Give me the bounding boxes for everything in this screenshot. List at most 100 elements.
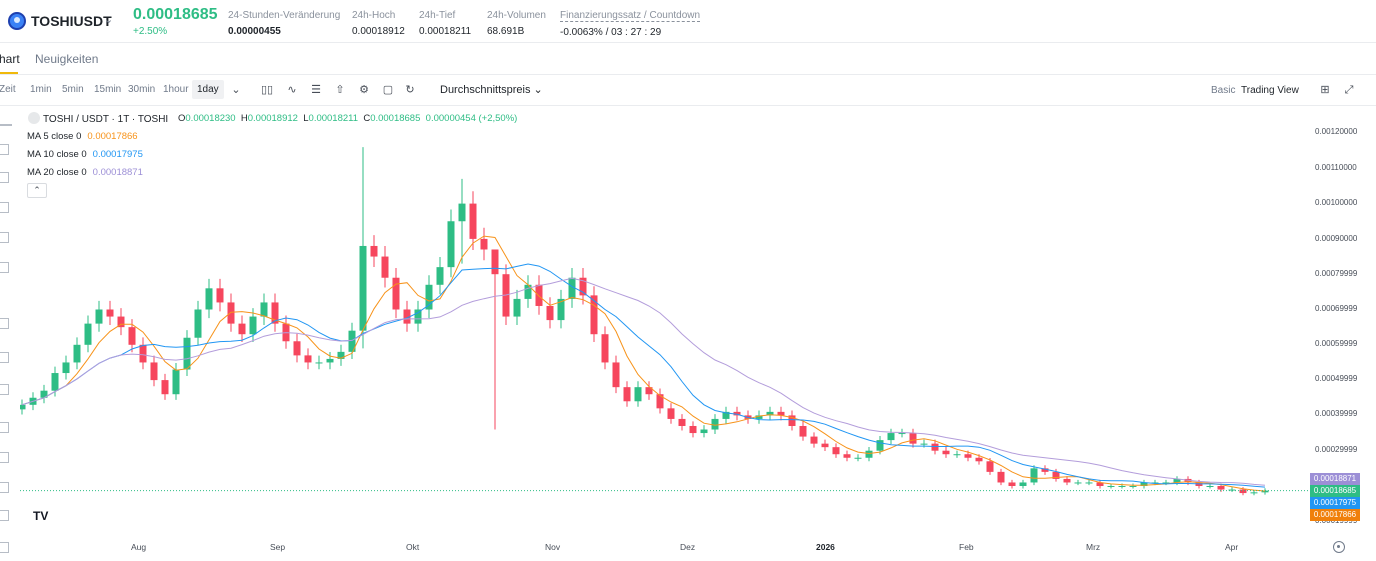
magnet-tool-icon[interactable]	[0, 422, 9, 433]
timeframe-1day[interactable]: 1day	[192, 80, 224, 99]
timeframe-30min[interactable]: 30min	[128, 84, 156, 95]
layers-tool-icon[interactable]	[0, 542, 9, 553]
text-tool-icon[interactable]	[0, 262, 9, 273]
eye-tool-icon[interactable]	[0, 482, 9, 493]
last-price: 0.00018685	[133, 6, 218, 23]
ma20-legend[interactable]: MA 20 close 0 0.00018871	[27, 167, 143, 178]
indicator-icon[interactable]: ∿	[287, 84, 297, 96]
price-change-percent: +2.50%	[133, 26, 168, 37]
ma10-legend[interactable]: MA 10 close 0 0.00017975	[27, 149, 143, 160]
ticker-bar: TOSHIUSDT ⌄ 0.00018685 +2.50% 24-Stunden…	[0, 0, 1376, 43]
candle-body	[931, 443, 939, 451]
timeframe-5min[interactable]: 5min	[62, 84, 84, 95]
candle-body	[645, 387, 653, 395]
view-basic-button[interactable]: Basic	[1211, 85, 1236, 96]
candle-body	[326, 358, 334, 363]
candle-body	[150, 362, 158, 381]
view-tradingview-button[interactable]: Trading View	[1241, 85, 1299, 96]
price-tick: 0.00039999	[1315, 409, 1358, 418]
fib-tool-icon[interactable]	[0, 172, 9, 183]
candle-body	[766, 411, 774, 416]
candle-body	[546, 305, 554, 321]
timeframe-15min[interactable]: 15min	[94, 84, 122, 95]
candle-body	[722, 411, 730, 419]
candle-body	[227, 302, 235, 324]
drawing-toolbar	[0, 106, 20, 561]
candle-body	[832, 447, 840, 455]
expand-icon[interactable]: ⤢	[1344, 84, 1354, 96]
price-tick: 0.00059999	[1315, 339, 1358, 348]
pattern-tool-icon[interactable]	[0, 202, 9, 213]
candle-body	[403, 309, 411, 324]
candle-body	[1074, 482, 1082, 484]
lock-tool-icon[interactable]	[0, 452, 9, 463]
tabs-row: hart Neuigkeiten	[0, 43, 1376, 75]
candle-body	[337, 351, 345, 359]
chevron-down-icon[interactable]: ⌄	[104, 14, 114, 26]
candle-body	[436, 267, 444, 285]
candle-body	[491, 249, 499, 275]
brush-tool-icon[interactable]	[0, 232, 9, 243]
legend-collapse-button[interactable]: ⌃	[27, 183, 47, 198]
candle-body	[898, 433, 906, 435]
symbol-name[interactable]: TOSHIUSDT	[31, 13, 112, 29]
candle-body	[194, 309, 202, 338]
trendline-tool-icon[interactable]	[0, 144, 9, 155]
candle-body	[887, 433, 895, 441]
tab-chart[interactable]: hart	[0, 52, 20, 66]
candlestick-chart[interactable]	[20, 106, 1310, 530]
share-icon[interactable]: ⇧	[335, 84, 345, 96]
fullscreen-box-icon[interactable]: ▢	[382, 84, 394, 96]
time-tick: Nov	[545, 542, 561, 552]
timeframe-1hour[interactable]: 1hour	[163, 84, 189, 95]
tab-news[interactable]: Neuigkeiten	[35, 52, 99, 66]
chart-settings-icon[interactable]	[1333, 541, 1345, 553]
candle-body	[249, 316, 257, 335]
pencil-tool-icon[interactable]	[0, 352, 9, 363]
active-tab-indicator	[0, 72, 18, 74]
layout-grid-icon[interactable]: ⊞	[1320, 84, 1330, 96]
candle-body	[73, 344, 81, 363]
toshi-coin-icon	[8, 12, 26, 30]
candle-body	[1151, 482, 1159, 484]
candle-body	[865, 450, 873, 458]
stat-funding-rate[interactable]: Finanzierungssatz / Countdown -0.0063% /…	[560, 10, 701, 38]
chevron-down-icon[interactable]: ⌄	[231, 84, 241, 96]
candle-body	[1173, 478, 1181, 483]
menu-icon[interactable]: ☰	[311, 84, 321, 96]
ma10-price-badge: 0.00017975	[1310, 497, 1360, 509]
gear-icon[interactable]: ⚙	[359, 84, 369, 96]
refresh-icon[interactable]: ↻	[405, 84, 415, 96]
price-type-select[interactable]: Durchschnittspreis ⌄	[440, 84, 543, 96]
ma20-price-badge: 0.00018871	[1310, 473, 1360, 485]
candle-body	[854, 457, 862, 459]
candle-body	[469, 203, 477, 239]
candle-body	[117, 316, 125, 328]
candle-body	[139, 344, 147, 363]
candle-body	[260, 302, 268, 317]
zoom-tool-icon[interactable]	[0, 384, 9, 395]
time-axis[interactable]: Aug Sep Okt Nov Dez 2026 Feb Mrz Apr	[20, 530, 1310, 561]
candle-body	[1228, 489, 1236, 491]
candle-body	[975, 457, 983, 462]
timeframe-1min[interactable]: 1min	[30, 84, 52, 95]
trash-tool-icon[interactable]	[0, 510, 9, 521]
candle-body	[1107, 486, 1115, 487]
crosshair-tool-icon[interactable]	[0, 124, 12, 126]
measure-tool-icon[interactable]	[0, 318, 9, 329]
timeframe-time[interactable]: Zeit	[0, 84, 16, 95]
time-tick: Okt	[406, 542, 420, 552]
candle-body	[1019, 482, 1027, 486]
price-axis[interactable]: 0.00120000 0.00110000 0.00100000 0.00090…	[1310, 106, 1376, 530]
tradingview-logo: TV	[33, 509, 49, 523]
price-tick: 0.00120000	[1315, 127, 1358, 136]
candle-body	[1052, 471, 1060, 479]
candle-body	[513, 298, 521, 317]
stat-24h-volume: 24h-Volumen 68.691B	[487, 10, 546, 37]
ma5-legend[interactable]: MA 5 close 0 0.00017866	[27, 131, 138, 142]
time-tick: Apr	[1225, 542, 1239, 552]
candle-body	[392, 277, 400, 310]
candle-body	[601, 334, 609, 363]
candle-type-icon[interactable]: ▯▯	[260, 84, 274, 96]
candle-body	[359, 245, 367, 331]
